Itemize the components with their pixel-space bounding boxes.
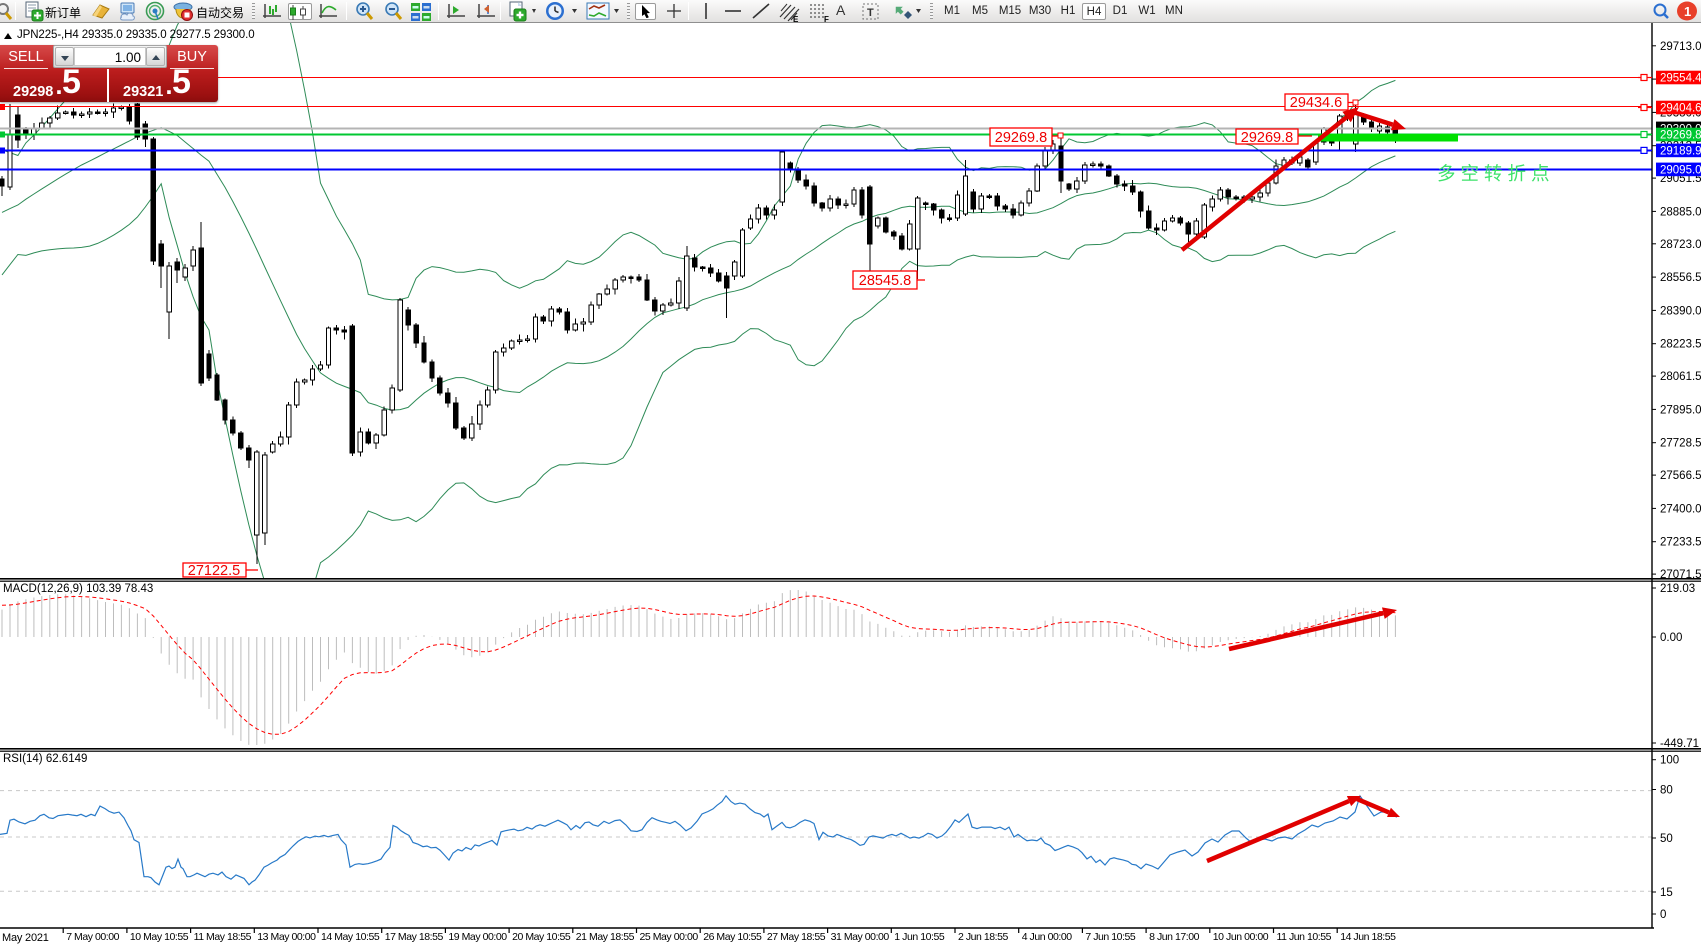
svg-text:10 May 10:55: 10 May 10:55 [130,931,189,943]
svg-text:31 May 00:00: 31 May 00:00 [831,931,890,943]
svg-text:F: F [824,15,829,23]
svg-text:17 May 18:55: 17 May 18:55 [385,931,444,943]
svg-text:27 May 18:55: 27 May 18:55 [767,931,826,943]
svg-text:15: 15 [1660,887,1673,899]
svg-text:27400.0: 27400.0 [1660,503,1701,515]
svg-text:25 May 00:00: 25 May 00:00 [640,931,699,943]
svg-text:0.00: 0.00 [1660,632,1682,644]
svg-text:29434.6: 29434.6 [1290,95,1342,111]
svg-text:27071.5: 27071.5 [1660,569,1701,581]
svg-text:-449.71: -449.71 [1660,738,1699,750]
svg-text:28723.0: 28723.0 [1660,239,1701,251]
svg-text:29713.0: 29713.0 [1660,41,1701,53]
svg-text:27233.5: 27233.5 [1660,537,1701,549]
svg-text:219.03: 219.03 [1660,583,1695,595]
svg-text:7 Jun 10:55: 7 Jun 10:55 [1085,931,1136,943]
svg-text:28545.8: 28545.8 [859,273,911,289]
svg-text:0: 0 [1660,909,1666,921]
svg-text:14 May 10:55: 14 May 10:55 [321,931,380,943]
svg-text:27122.5: 27122.5 [188,563,240,579]
svg-text:28223.5: 28223.5 [1660,339,1701,351]
svg-text:MACD(12,26,9) 103.39 78.43: MACD(12,26,9) 103.39 78.43 [3,583,153,595]
svg-text:27728.5: 27728.5 [1660,438,1701,450]
svg-text:100: 100 [1660,755,1679,767]
svg-text:19 May 00:00: 19 May 00:00 [448,931,507,943]
svg-text:28885.0: 28885.0 [1660,206,1701,218]
svg-text:E: E [793,15,799,23]
svg-text:11 Jun 10:55: 11 Jun 10:55 [1277,931,1332,943]
svg-text:8 Jun 17:00: 8 Jun 17:00 [1149,931,1200,943]
svg-text:29189.9: 29189.9 [1660,145,1701,157]
svg-text:13 May 00:00: 13 May 00:00 [257,931,316,943]
svg-text:多空转折点: 多空转折点 [1437,163,1555,184]
svg-text:1: 1 [1684,4,1691,19]
svg-text:28390.0: 28390.0 [1660,305,1701,317]
svg-text:11 May 18:55: 11 May 18:55 [194,931,252,943]
svg-text:50: 50 [1660,833,1673,845]
svg-text:27895.0: 27895.0 [1660,404,1701,416]
svg-text:4 Jun 00:00: 4 Jun 00:00 [1022,931,1073,943]
svg-text:21 May 18:55: 21 May 18:55 [576,931,635,943]
svg-text:2 Jun 18:55: 2 Jun 18:55 [958,931,1009,943]
svg-text:RSI(14) 62.6149: RSI(14) 62.6149 [3,753,87,765]
svg-text:1 Jun 10:55: 1 Jun 10:55 [894,931,945,943]
svg-text:29095.0: 29095.0 [1660,164,1701,176]
svg-text:29404.6: 29404.6 [1660,103,1701,115]
svg-text:26 May 10:55: 26 May 10:55 [703,931,762,943]
svg-text:14 Jun 18:55: 14 Jun 18:55 [1340,931,1396,943]
svg-text:29269.8: 29269.8 [1241,130,1293,146]
svg-text:7 May 00:00: 7 May 00:00 [66,931,119,943]
svg-text:29554.4: 29554.4 [1660,73,1701,85]
svg-text:28061.5: 28061.5 [1660,371,1701,383]
svg-text:T: T [867,7,874,19]
svg-text:27566.5: 27566.5 [1660,470,1701,482]
svg-text:80: 80 [1660,785,1673,797]
svg-text:20 May 10:55: 20 May 10:55 [512,931,571,943]
svg-text:May 2021: May 2021 [2,932,49,944]
svg-text:29269.8: 29269.8 [1660,130,1701,142]
svg-text:29269.8: 29269.8 [995,130,1047,146]
svg-text:10 Jun 00:00: 10 Jun 00:00 [1213,931,1269,943]
svg-text:28556.5: 28556.5 [1660,272,1701,284]
